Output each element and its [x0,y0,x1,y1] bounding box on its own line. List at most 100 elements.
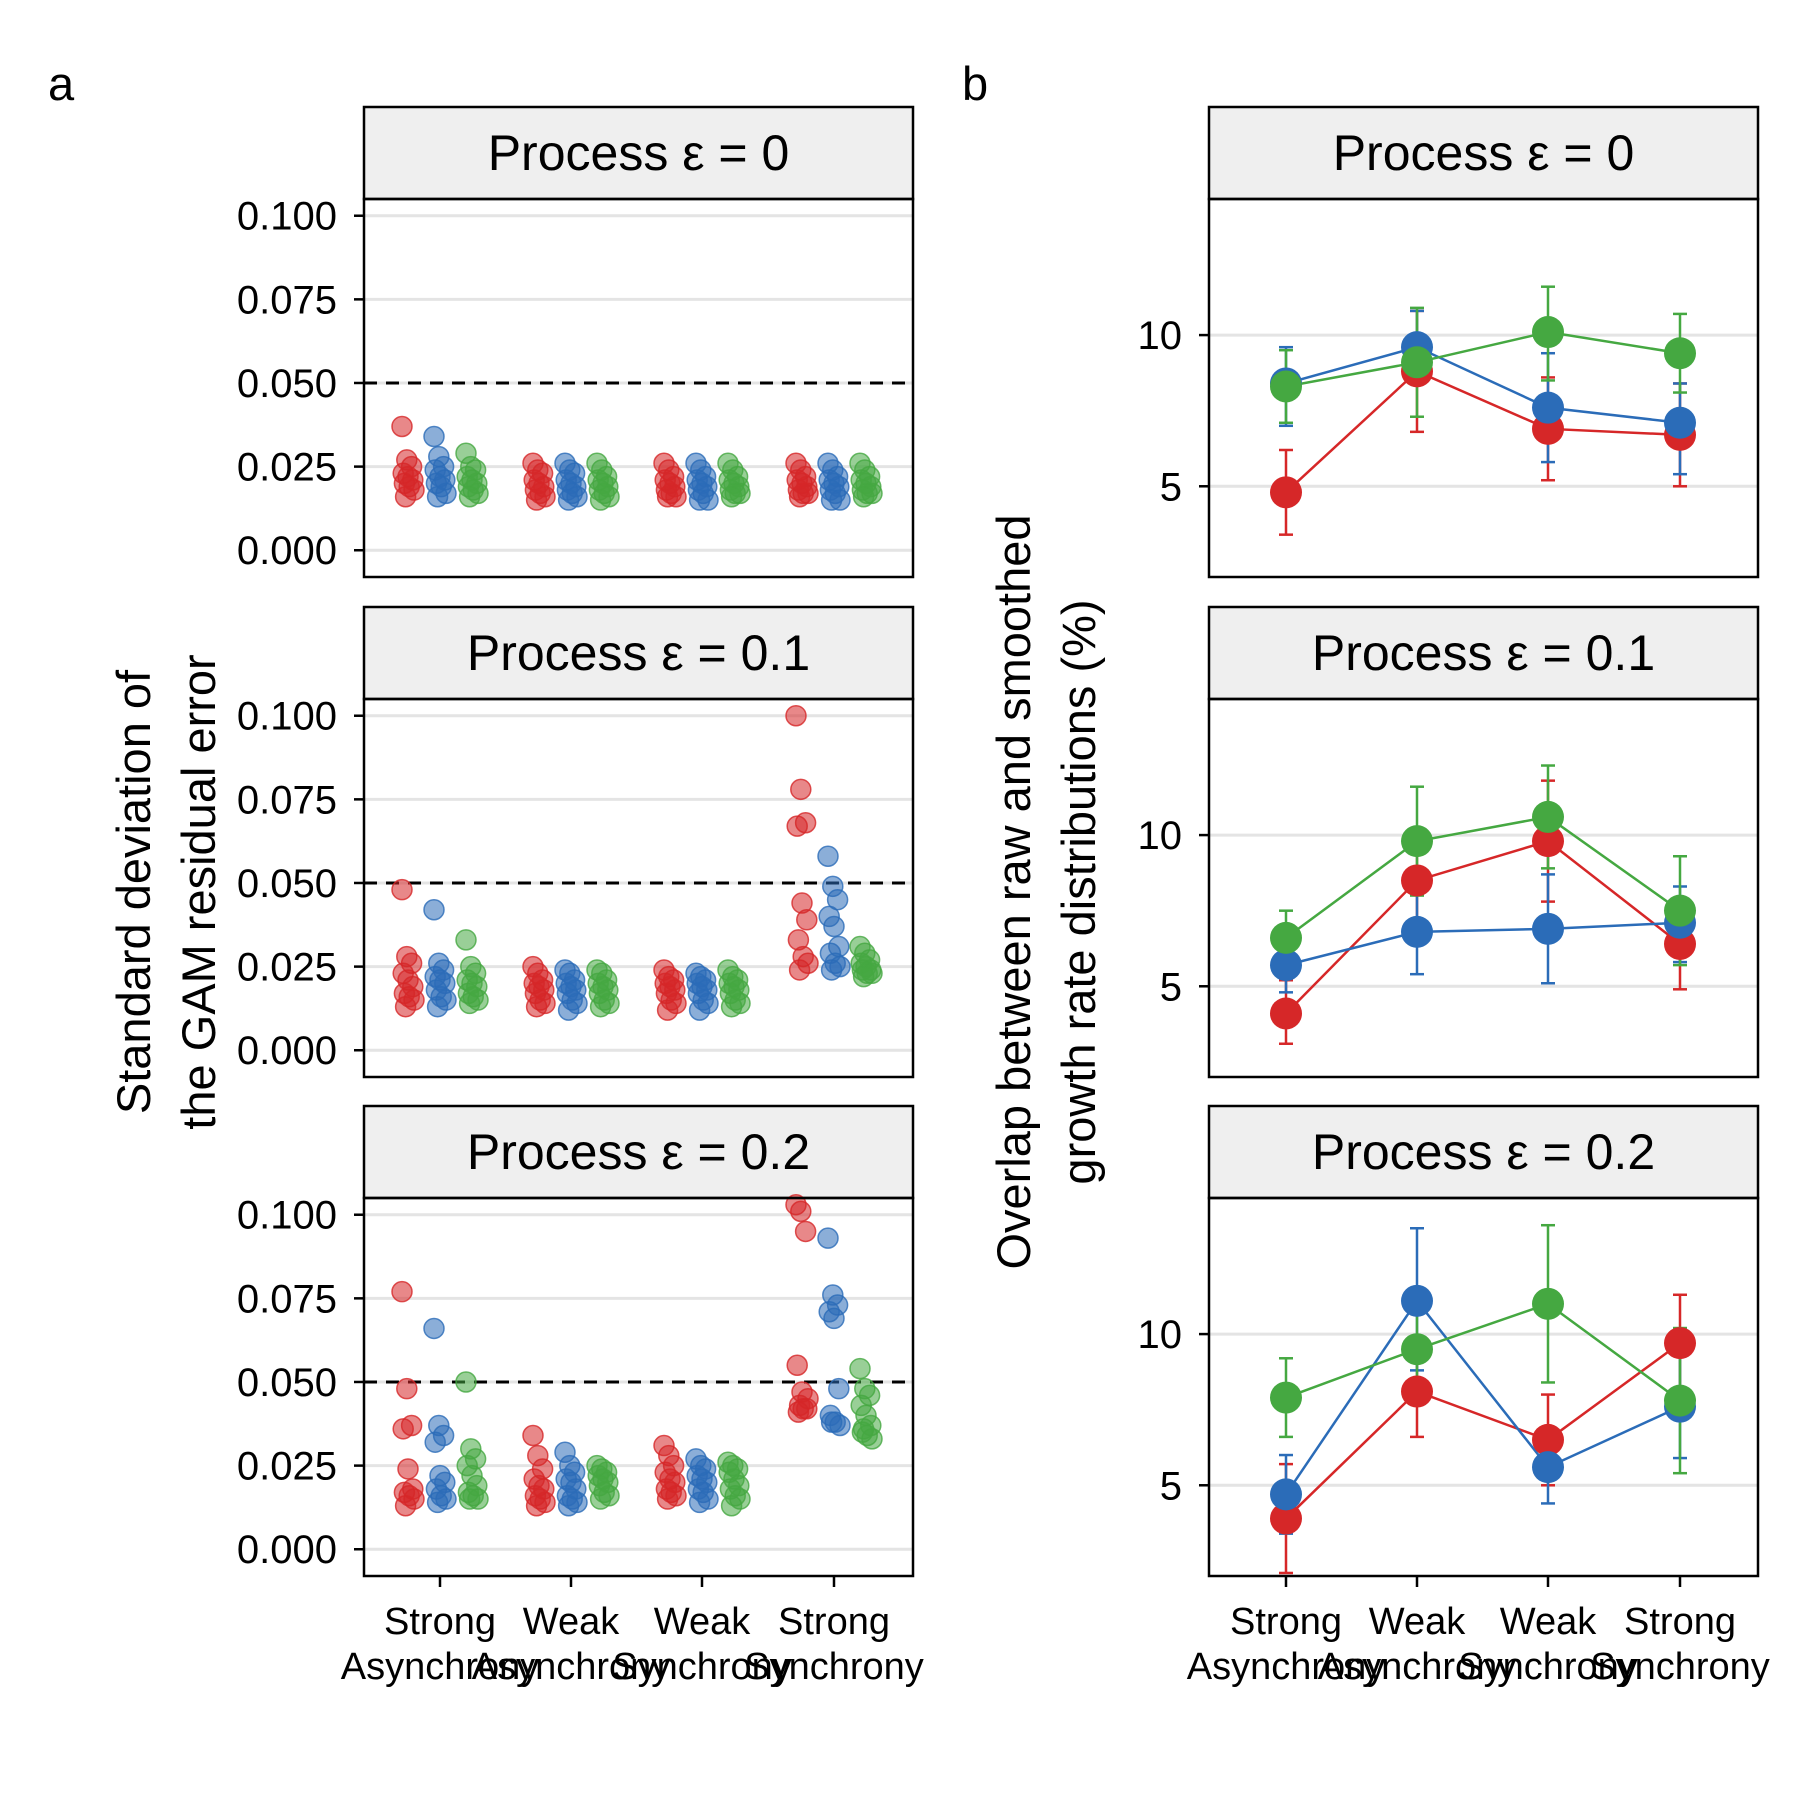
facet-2-mean-point-red [1401,864,1433,897]
facet-3-point-red [397,1458,419,1480]
facet-3-point-green [720,1495,743,1517]
facet-1-point-blue [557,489,580,511]
facet-2-point-red [790,778,812,801]
facet-1-mean-point-blue [1664,406,1696,439]
facet-2-strip-label: Process ε = 0.1 [1312,625,1655,681]
facet-3-point-red [391,1280,413,1303]
facet-1-point-red [525,489,548,511]
facet-3-mean-point-green [1401,1333,1433,1366]
facet-1-line-blue [1285,345,1681,425]
facet-2-point-red [796,909,818,931]
facet-1-point-red [788,485,811,508]
facet-2-point-red [788,959,811,981]
facet-3-ytick-label: 0.050 [237,1361,337,1405]
facet-2-ytick-label: 0.000 [237,1029,337,1073]
facet-1-point-blue [820,489,843,511]
facet-1-point-red [656,485,679,508]
facet-1-ytick-label: 0.025 [237,446,337,490]
facet-1-point-blue [423,425,445,448]
facet-2-mean-point-blue [1270,949,1302,982]
facet-3-point-blue [688,1491,711,1514]
facet-3-point-blue [817,1227,839,1249]
facet-1-point-green [720,485,743,508]
facet-2-line-green [1285,815,1681,939]
facet-3-mean-point-red [1664,1327,1696,1360]
panel-a-chart: Process ε = 0 0.000 0.025 0.050 0.075 0.100 Pr… [107,105,924,1688]
facet-2-point-blue [826,888,849,911]
facet-3-ytick-label: 0.100 [237,1194,337,1238]
facet-3-point-red [786,1354,808,1377]
facet-3-point-blue [820,1411,843,1433]
facet-1-mean-point-green [1401,346,1433,379]
facet-3-point-green [852,1418,875,1440]
facet-3-point-red [394,1495,417,1517]
facet-1-line-green [1285,330,1681,388]
facet-2-point-red [786,815,808,837]
panel-b-chart: Process ε = 0 5 10 Process ε = 0.1 5 10 Proces… [987,105,1770,1688]
facet-1-ytick-label: 5 [1160,465,1182,509]
xtick-label: Strong Synchrony [744,1601,924,1688]
facet-2-point-green [455,929,477,951]
facet-2-strip [1207,605,1760,701]
facet-2-frame [1207,697,1760,1079]
facet-2-strip [362,605,915,701]
facet-2-mean-point-red [1270,997,1302,1030]
xtick-label: Strong Synchrony [1590,1601,1770,1688]
facet-3-mean-point-red [1401,1375,1433,1408]
facet-3-point-blue [426,1491,449,1514]
facet-2-point-red [394,996,417,1018]
facet-1-point-green [589,489,612,511]
facet-2-mean-point-green [1270,921,1302,954]
facet-1-point-green [458,485,481,508]
facet-2-mean-point-green [1532,800,1564,833]
facet-2-ytick-label: 10 [1138,814,1183,858]
xtick-label: Weak Asynchrony [1318,1601,1517,1688]
y-axis-title: the GAM residual error [172,654,225,1129]
facet-1-mean-point-green [1532,316,1564,349]
facet-3-mean-point-green [1664,1384,1696,1417]
facet-3-point-red [522,1424,544,1447]
facet-2-ytick-label: 0.100 [237,695,337,739]
facet-2-ytick-label: 0.075 [237,778,337,822]
facet-2-mean-point-red [1532,825,1564,858]
facet-2-point-blue [823,915,845,938]
facet-3-line-green [1285,1302,1681,1402]
panel-a-letter: a [48,57,75,110]
facet-1-ytick-label: 10 [1138,314,1183,358]
facet-2-point-blue [817,845,839,867]
facet-3-mean-point-green [1532,1287,1564,1320]
facet-3-point-red [525,1495,548,1517]
facet-1-ytick-label: 0.000 [237,529,337,573]
facet-3-ytick-label: 0.025 [237,1445,337,1489]
facet-3-strip [1207,1104,1760,1200]
facet-3-strip-label: Process ε = 0.2 [467,1124,810,1180]
facet-1-frame [362,197,915,579]
panel-b-letter: b [962,57,988,110]
facet-1-strip [362,105,915,201]
facet-2-point-blue [423,898,445,921]
facet-3-point-red [790,1200,812,1223]
facet-2-point-red [525,996,548,1018]
facet-1-point-red [391,415,413,438]
facet-3-point-blue [828,1377,850,1400]
facet-1-mean-point-blue [1532,391,1564,424]
facet-2-point-blue [426,996,449,1018]
facet-2-point-red [785,704,807,727]
facet-2-point-red [656,999,679,1021]
facet-2-point-green [589,996,612,1018]
facet-3-point-green [589,1488,612,1510]
facet-3-point-blue [423,1317,445,1340]
y-axis-title: growth rate distributions (%) [1052,599,1105,1184]
facet-3-line-red [1285,1342,1681,1520]
facet-3-line-blue [1284,1298,1681,1496]
facet-3-ytick-label: 5 [1160,1464,1182,1508]
xtick-label: Weak Synchrony [612,1601,792,1688]
facet-2-ytick-label: 0.050 [237,862,337,906]
facet-1-ytick-label: 0.100 [237,195,337,239]
facet-1-mean-point-red [1270,476,1302,509]
facet-1-mean-point-green [1664,337,1696,370]
facet-3-mean-point-blue [1270,1478,1302,1511]
facet-3-mean-point-green [1270,1381,1302,1414]
facet-2-point-blue [688,999,711,1021]
